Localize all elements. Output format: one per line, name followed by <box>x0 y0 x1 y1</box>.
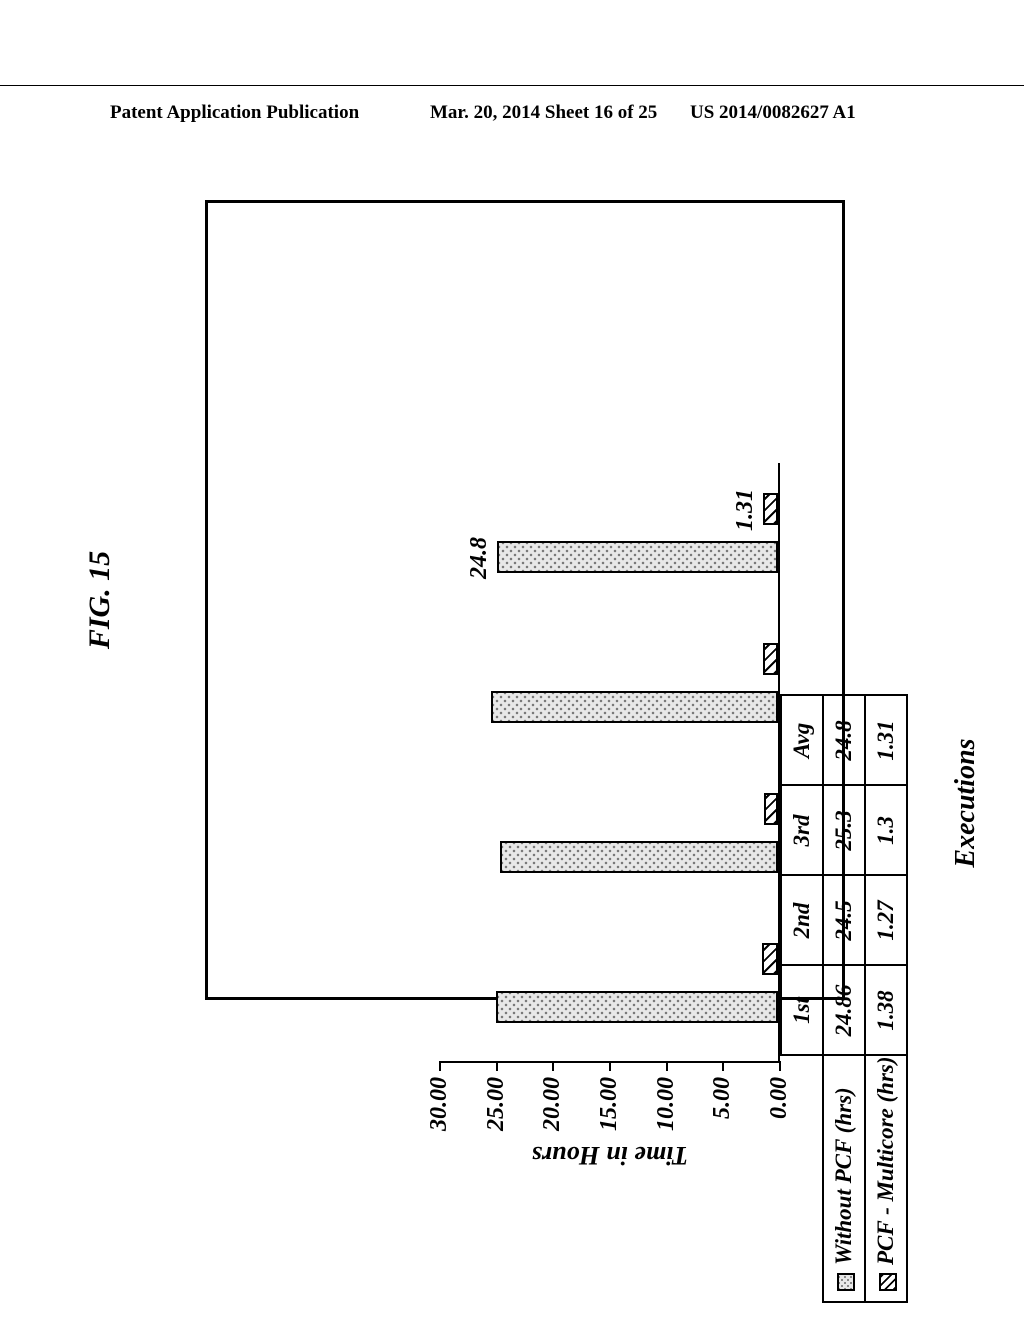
bar-without_pcf-2nd <box>500 841 778 873</box>
table-blank <box>781 1055 823 1302</box>
legend-swatch-icon <box>879 1273 897 1291</box>
col-header: 3rd <box>781 785 823 875</box>
y-tick-label: 10.00 <box>653 1077 680 1167</box>
y-tick <box>496 1061 498 1071</box>
bar-label: 24.8 <box>466 537 493 579</box>
bar-pcf_multicore-Avg <box>763 493 778 525</box>
y-tick-label: 20.00 <box>539 1077 566 1167</box>
header-mid: Mar. 20, 2014 Sheet 16 of 25 <box>430 102 657 124</box>
legend-swatch-icon <box>837 1273 855 1291</box>
y-tick-label: 30.00 <box>426 1077 453 1167</box>
row-header-label: PCF - Multicore (hrs) <box>873 1056 898 1265</box>
figure-caption: FIG. 15 <box>83 551 117 649</box>
plot-area: 0.005.0010.0015.0020.0025.0030.0024.81.3… <box>440 463 780 1063</box>
table-row: PCF - Multicore (hrs)1.381.271.31.31 <box>865 695 907 1302</box>
data-table: 1st2nd3rdAvg Without PCF (hrs) 24.8624.525… <box>780 694 908 1303</box>
bar-without_pcf-1st <box>496 991 778 1023</box>
x-axis-title: Executions <box>950 423 982 1183</box>
y-tick <box>666 1061 668 1071</box>
bar-pcf_multicore-3rd <box>763 643 778 675</box>
bar-pcf_multicore-1st <box>762 943 778 975</box>
header-right: US 2014/0082627 A1 <box>690 102 856 124</box>
table-cell: 24.8 <box>823 695 865 785</box>
chart: Time in Hours 0.005.0010.0015.0020.0025.… <box>420 423 1020 1183</box>
table-cell: 1.38 <box>865 965 907 1055</box>
col-header: Avg <box>781 695 823 785</box>
y-tick-label: 25.00 <box>483 1077 510 1167</box>
table-row: Without PCF (hrs) 24.8624.525.324.8 <box>823 695 865 1302</box>
table-cell: 24.5 <box>823 875 865 965</box>
col-header: 2nd <box>781 875 823 965</box>
y-tick <box>722 1061 724 1071</box>
bar-without_pcf-Avg <box>497 541 778 573</box>
y-tick <box>552 1061 554 1071</box>
row-header-label: Without PCF (hrs) <box>831 1087 856 1265</box>
y-tick <box>439 1061 441 1071</box>
row-header: PCF - Multicore (hrs) <box>865 1055 907 1302</box>
table-cell: 1.31 <box>865 695 907 785</box>
bar-without_pcf-3rd <box>491 691 778 723</box>
header-left: Patent Application Publication <box>110 102 359 124</box>
bar-pcf_multicore-2nd <box>764 793 778 825</box>
table-cell: 24.86 <box>823 965 865 1055</box>
table-cell: 1.3 <box>865 785 907 875</box>
y-tick <box>609 1061 611 1071</box>
table-cell: 25.3 <box>823 785 865 875</box>
bar-label: 1.31 <box>732 489 759 531</box>
table-cell: 1.27 <box>865 875 907 965</box>
row-header: Without PCF (hrs) <box>823 1055 865 1302</box>
figure-frame: Time in Hours 0.005.0010.0015.0020.0025.… <box>205 200 845 1000</box>
y-tick-label: 5.00 <box>709 1077 736 1167</box>
col-header: 1st <box>781 965 823 1055</box>
y-tick-label: 15.00 <box>596 1077 623 1167</box>
